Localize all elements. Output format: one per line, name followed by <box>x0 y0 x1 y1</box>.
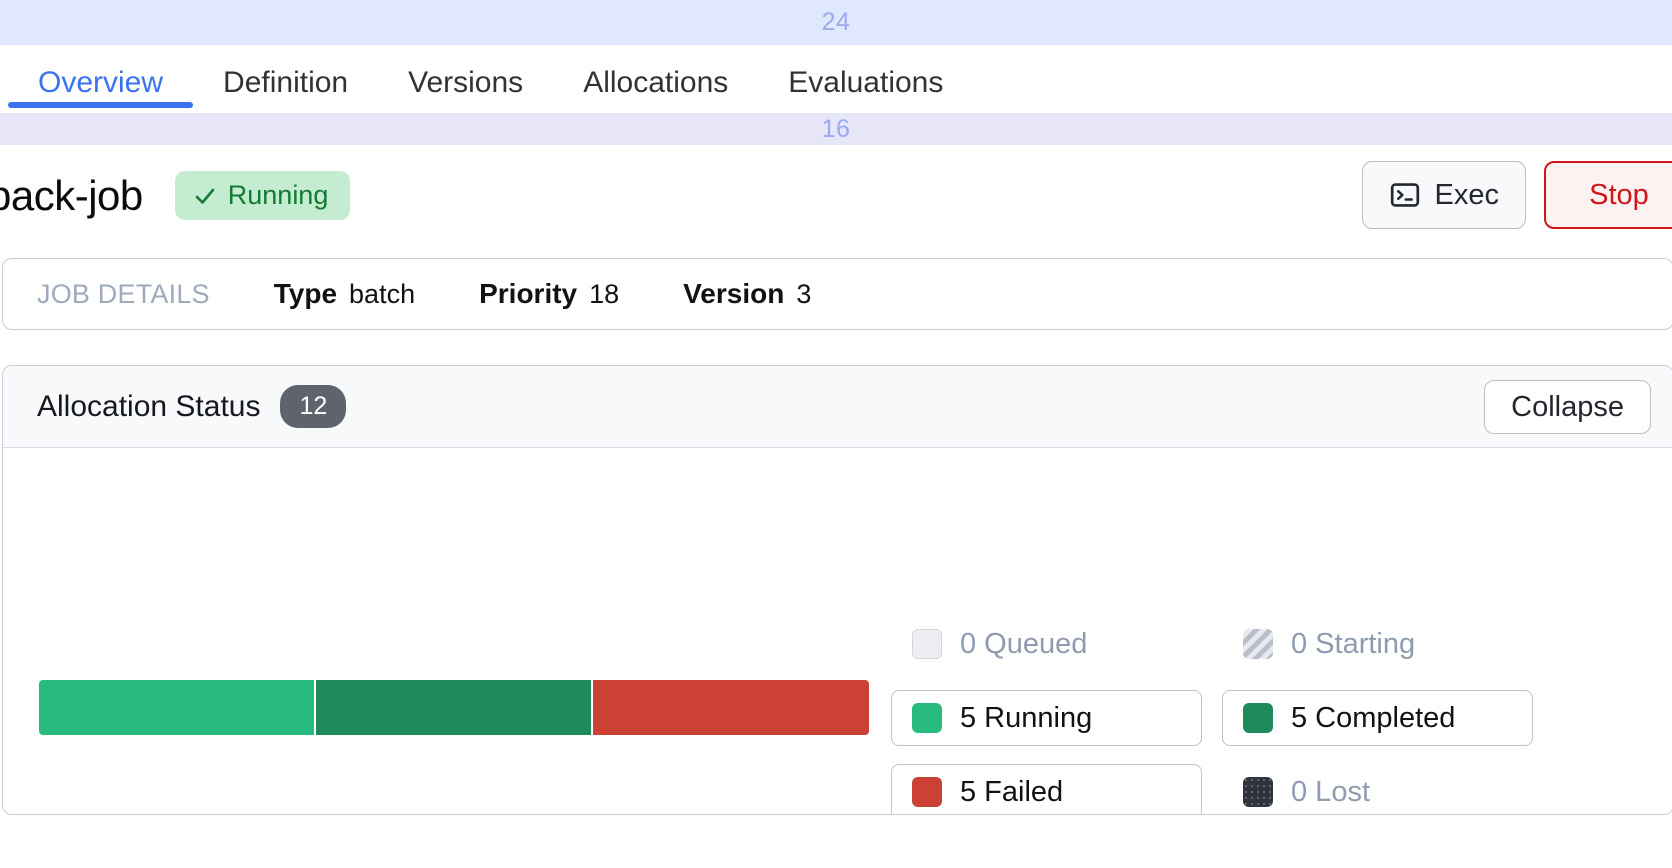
job-details-card: JOB DETAILS Type batch Priority 18 Versi… <box>2 258 1672 330</box>
job-detail-type-key: Type <box>273 278 338 309</box>
exec-button-label: Exec <box>1434 178 1499 211</box>
status-badge-label: Running <box>227 180 329 210</box>
stop-button[interactable]: Stop <box>1544 161 1672 229</box>
tab-bar: Overview Definition Versions Allocations… <box>0 45 1672 113</box>
legend-item-lost-label: 0 Lost <box>1291 775 1370 808</box>
tab-definition-label: Definition <box>223 66 349 99</box>
job-detail-type: Type batch <box>274 278 415 310</box>
allocation-count-badge: 12 <box>280 385 347 428</box>
job-detail-version-key: Version <box>683 278 785 309</box>
legend-item-queued-label: 0 Queued <box>960 627 1088 660</box>
job-detail-priority-value: 18 <box>589 279 620 309</box>
check-icon <box>195 188 215 204</box>
legend-item-failed-label: 5 Failed <box>960 775 1064 808</box>
allocation-status-title: Allocation Status <box>37 389 261 423</box>
running-swatch-icon <box>912 703 942 733</box>
tab-overview[interactable]: Overview <box>8 45 194 108</box>
spacing-overlay-top: 24 <box>0 0 1672 45</box>
legend-item-completed[interactable]: 5 Completed <box>1222 690 1533 746</box>
legend-item-lost[interactable]: 0 Lost <box>1222 764 1533 814</box>
job-details-label: JOB DETAILS <box>37 278 210 309</box>
legend-item-queued[interactable]: 0 Queued <box>891 616 1202 672</box>
tab-definition[interactable]: Definition <box>193 45 378 98</box>
header-actions: Exec Stop <box>1361 161 1672 229</box>
legend-item-running[interactable]: 5 Running <box>891 690 1202 746</box>
collapse-button-label: Collapse <box>1511 390 1624 423</box>
status-badge: Running <box>174 171 351 220</box>
distribution-segment-failed[interactable] <box>592 680 869 735</box>
legend-item-starting[interactable]: 0 Starting <box>1222 616 1533 672</box>
spacing-overlay-middle: 16 <box>0 113 1672 145</box>
tab-allocations[interactable]: Allocations <box>553 45 758 98</box>
job-title-group: pack-job Running <box>0 171 351 220</box>
legend-item-completed-label: 5 Completed <box>1291 701 1456 734</box>
allocation-status-header: Allocation Status 12 Collapse <box>3 366 1672 448</box>
lost-swatch-icon <box>1243 777 1273 807</box>
job-header: pack-job Running Exec Stop <box>0 145 1672 243</box>
completed-swatch-icon <box>1243 703 1273 733</box>
collapse-button[interactable]: Collapse <box>1484 380 1651 434</box>
distribution-segment-completed[interactable] <box>316 680 593 735</box>
terminal-icon <box>1390 183 1419 207</box>
tab-overview-label: Overview <box>38 66 164 99</box>
queued-swatch-icon <box>912 629 942 659</box>
legend-item-running-label: 5 Running <box>960 701 1093 734</box>
allocation-legend: 0 Queued 0 Starting 5 Running 5 Complete… <box>891 616 1546 814</box>
allocation-distribution-bar[interactable] <box>39 680 869 735</box>
page-title: pack-job <box>0 171 143 219</box>
starting-swatch-icon <box>1243 629 1273 659</box>
failed-swatch-icon <box>912 777 942 807</box>
legend-item-failed[interactable]: 5 Failed <box>891 764 1202 814</box>
tab-versions[interactable]: Versions <box>378 45 553 98</box>
allocation-status-body: 0 Queued 0 Starting 5 Running 5 Complete… <box>3 448 1672 814</box>
job-detail-priority: Priority 18 <box>479 278 619 310</box>
legend-item-starting-label: 0 Starting <box>1291 627 1416 660</box>
distribution-segment-running[interactable] <box>39 680 317 735</box>
job-detail-version-value: 3 <box>796 279 812 309</box>
spacing-overlay-middle-label: 16 <box>821 114 851 143</box>
tab-evaluations[interactable]: Evaluations <box>758 45 973 98</box>
job-detail-type-value: batch <box>349 279 416 309</box>
spacing-overlay-top-label: 24 <box>821 8 851 36</box>
tab-list: Overview Definition Versions Allocations… <box>8 45 973 113</box>
allocation-status-card: Allocation Status 12 Collapse 0 Queued <box>2 365 1672 815</box>
job-detail-version: Version 3 <box>683 278 811 310</box>
tab-evaluations-label: Evaluations <box>788 66 944 99</box>
tab-versions-label: Versions <box>408 66 524 99</box>
job-detail-priority-key: Priority <box>479 278 578 309</box>
tab-allocations-label: Allocations <box>583 66 729 99</box>
stop-button-label: Stop <box>1589 178 1649 211</box>
exec-button[interactable]: Exec <box>1361 161 1526 229</box>
